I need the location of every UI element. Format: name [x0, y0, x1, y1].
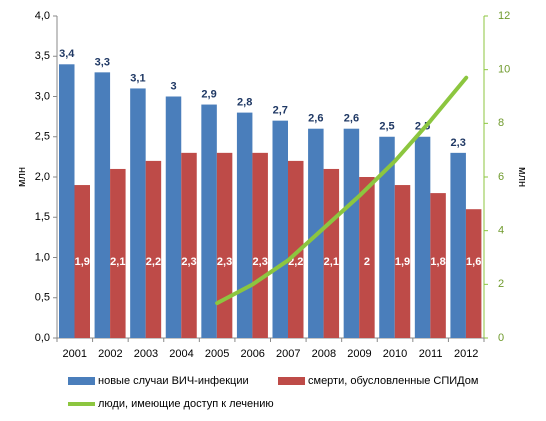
value-label: 1,9 — [75, 256, 90, 268]
legend-label: люди, имеющие доступ к лечению — [98, 398, 274, 410]
y-tick-label: 0,0 — [35, 332, 50, 344]
bar — [94, 72, 111, 338]
line — [215, 75, 469, 306]
x-tick-label: 2006 — [240, 348, 264, 360]
value-label: 2,8 — [237, 97, 252, 109]
y2-tick-label: 10 — [498, 64, 510, 76]
value-label: 3,4 — [59, 48, 75, 60]
bar — [323, 168, 340, 338]
bar — [359, 177, 375, 338]
y-tick-label: 3,5 — [35, 50, 50, 62]
bar — [145, 160, 162, 338]
value-label: 2,2 — [146, 256, 161, 268]
legend-swatch — [278, 377, 305, 385]
bar — [465, 209, 482, 338]
bar — [272, 120, 288, 339]
x-tick-label: 2003 — [134, 348, 158, 360]
value-label: 1,9 — [395, 256, 410, 268]
bar — [201, 104, 217, 338]
bar — [165, 96, 182, 338]
bar — [394, 185, 411, 338]
bar — [110, 168, 126, 338]
y-tick-label: 2,5 — [35, 131, 50, 143]
y-tick-label: 1,0 — [35, 251, 50, 263]
y2-tick-label: 0 — [498, 332, 504, 344]
value-label: 1,6 — [466, 256, 481, 268]
legend-label: новые случаи ВИЧ-инфекции — [98, 375, 249, 387]
legend-swatch — [68, 377, 95, 385]
value-label: 1,8 — [430, 256, 445, 268]
y-tick-label: 4,0 — [35, 10, 50, 22]
x-tick-label: 2007 — [276, 348, 300, 360]
bar — [450, 152, 466, 338]
x-tick-label: 2012 — [454, 348, 478, 360]
value-label: 2,1 — [324, 256, 339, 268]
y-tick-label: 1,5 — [35, 211, 50, 223]
value-label: 2,3 — [253, 256, 268, 268]
x-tick-label: 2001 — [63, 348, 87, 360]
value-label: 2,6 — [344, 113, 359, 125]
bar — [379, 136, 395, 338]
value-label: 3,3 — [95, 56, 110, 68]
y2-tick-label: 12 — [498, 10, 510, 22]
value-label: 2,9 — [201, 88, 216, 100]
value-label: 2,3 — [181, 256, 196, 268]
x-tick-label: 2002 — [98, 348, 122, 360]
y2-tick-label: 2 — [498, 278, 504, 290]
x-tick-label: 2010 — [383, 348, 407, 360]
x-tick-label: 2008 — [312, 348, 336, 360]
bar — [236, 112, 253, 338]
y-tick-label: 0,5 — [35, 292, 50, 304]
bar — [252, 152, 268, 338]
bar — [414, 136, 431, 338]
bar — [430, 193, 446, 338]
y-tick-label: 3,0 — [35, 90, 50, 102]
value-label: 3,1 — [130, 72, 145, 84]
y-axis-label: млн — [16, 167, 28, 187]
value-label: 2,1 — [110, 256, 125, 268]
x-tick-label: 2004 — [169, 348, 193, 360]
bar — [59, 64, 75, 339]
y2-tick-label: 8 — [498, 117, 504, 129]
y2-tick-label: 4 — [498, 225, 504, 237]
y-tick-label: 2,0 — [35, 171, 50, 183]
legend-label: смерти, обусловленные СПИДом — [308, 375, 478, 387]
y2-tick-label: 6 — [498, 171, 504, 183]
value-label: 2,3 — [217, 256, 232, 268]
value-label: 2,6 — [308, 113, 323, 125]
bar — [343, 128, 360, 338]
y2-axis-label: млн — [516, 167, 528, 187]
x-tick-label: 2011 — [419, 348, 443, 360]
value-label: 2 — [364, 256, 370, 268]
x-tick-label: 2005 — [205, 348, 229, 360]
bar — [74, 185, 90, 338]
value-label: 3 — [170, 80, 176, 92]
bar — [130, 88, 146, 338]
bar — [216, 152, 233, 338]
value-label: 2,7 — [273, 105, 288, 117]
value-label: 2,3 — [451, 137, 466, 149]
x-tick-label: 2009 — [347, 348, 371, 360]
bar — [288, 160, 304, 338]
bar — [181, 152, 197, 338]
value-label: 2,5 — [379, 121, 394, 133]
